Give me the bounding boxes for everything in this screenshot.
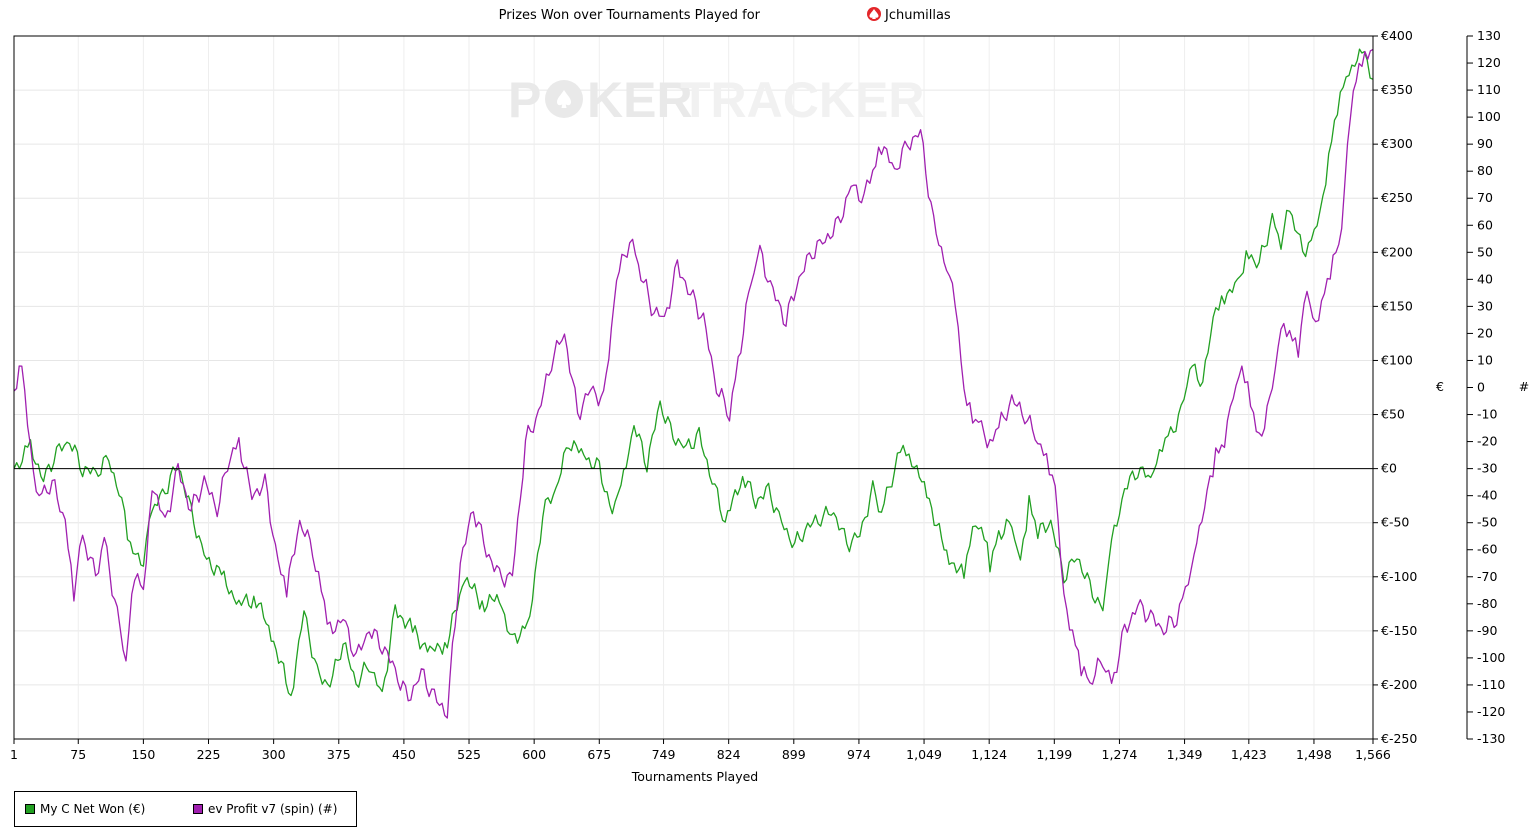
- x-tick-label: 300: [262, 747, 286, 762]
- y-right-tick-label: -60: [1477, 542, 1497, 557]
- y-left-tick-label: €50: [1381, 407, 1405, 422]
- x-tick-label: 1: [10, 747, 18, 762]
- x-tick-label: 75: [70, 747, 86, 762]
- y-right-tick-label: -70: [1477, 569, 1497, 584]
- x-tick-label: 150: [131, 747, 155, 762]
- x-tick-label: 225: [197, 747, 221, 762]
- player-name: Jchumillas: [884, 8, 951, 23]
- chart-title: Prizes Won over Tournaments Played for: [499, 8, 761, 23]
- watermark: P KER TRACKER: [508, 72, 924, 128]
- x-tick-label: 1,566: [1355, 747, 1391, 762]
- legend-swatch-purple: [193, 804, 203, 814]
- y-left-tick-label: €100: [1381, 352, 1413, 367]
- y-left-tick-label: €350: [1381, 82, 1413, 97]
- legend-item-ev-profit[interactable]: ev Profit v7 (spin) (#): [193, 802, 337, 816]
- x-tick-label: 1,124: [971, 747, 1007, 762]
- y-left-tick-label: €-50: [1381, 515, 1409, 530]
- y-right-tick-label: 120: [1477, 55, 1501, 70]
- y-right-tick-label: 20: [1477, 325, 1493, 340]
- y-left-tick-label: €150: [1381, 298, 1413, 313]
- x-axis-ticks: 1 75 150 225 300 375 450 525 600 675 749 824 899 974 1…: [10, 739, 1391, 762]
- series-layer: [13, 48, 1374, 719]
- y-right-tick-label: -10: [1477, 407, 1497, 422]
- y-right-tick-label: 70: [1477, 190, 1493, 205]
- y-right-tick-label: 40: [1477, 271, 1493, 286]
- y-right-tick-label: 80: [1477, 163, 1493, 178]
- x-tick-label: 600: [522, 747, 546, 762]
- x-tick-label: 1,199: [1036, 747, 1072, 762]
- y-right-tick-label: 90: [1477, 136, 1493, 151]
- plot-frame: [13, 35, 1374, 740]
- y-axis-left-label: €: [1436, 379, 1444, 394]
- y-left-tick-label: €400: [1381, 28, 1413, 43]
- y-right-tick-label: -120: [1477, 704, 1505, 719]
- y-left-tick-label: €250: [1381, 190, 1413, 205]
- y-right-tick-label: -90: [1477, 623, 1497, 638]
- legend: My C Net Won (€) ev Profit v7 (spin) (#): [14, 791, 357, 827]
- y-right-tick-label: 0: [1477, 380, 1485, 395]
- y-right-tick-label: -50: [1477, 515, 1497, 530]
- y-right-tick-label: 50: [1477, 244, 1493, 259]
- y-right-tick-label: 60: [1477, 217, 1493, 232]
- x-tick-label: 675: [587, 747, 611, 762]
- y-left-tick-label: €-100: [1381, 569, 1417, 584]
- x-tick-label: 525: [457, 747, 481, 762]
- x-tick-label: 974: [847, 747, 871, 762]
- y-left-tick-label: €-150: [1381, 623, 1417, 638]
- y-right-tick-label: -40: [1477, 488, 1497, 503]
- series-line-net-won: [13, 48, 1374, 697]
- legend-swatch-green: [25, 804, 35, 814]
- x-tick-label: 1,423: [1231, 747, 1267, 762]
- legend-item-net-won[interactable]: My C Net Won (€): [25, 802, 145, 816]
- y-right-tick-label: -130: [1477, 731, 1505, 746]
- watermark-strong: P: [508, 72, 541, 128]
- watermark-logo-icon: [545, 80, 583, 118]
- x-tick-label: 375: [327, 747, 351, 762]
- y-right-tick-label: -30: [1477, 461, 1497, 476]
- x-axis-label: Tournaments Played: [631, 769, 758, 784]
- y-left-tick-label: €-200: [1381, 677, 1417, 692]
- y-right-tick-label: -110: [1477, 677, 1505, 692]
- y-left-tick-label: €300: [1381, 136, 1413, 151]
- series-line-ev-profit: [13, 48, 1374, 719]
- watermark-light: TRACKER: [680, 72, 924, 128]
- x-tick-label: 1,498: [1296, 747, 1332, 762]
- legend-label: My C Net Won (€): [40, 802, 146, 816]
- y-right-tick-label: 30: [1477, 298, 1493, 313]
- x-tick-label: 1,274: [1102, 747, 1138, 762]
- x-tick-label: 1,049: [906, 747, 942, 762]
- y-right-tick-label: -80: [1477, 596, 1497, 611]
- y-left-tick-label: €0: [1381, 461, 1397, 476]
- y-left-tick-label: €200: [1381, 244, 1413, 259]
- y-axis-right-ticks: 1301201101009080706050403020100-10-20-30…: [1467, 28, 1505, 746]
- x-tick-label: 824: [717, 747, 741, 762]
- y-right-tick-label: 110: [1477, 82, 1501, 97]
- x-tick-label: 450: [392, 747, 416, 762]
- y-right-tick-label: -100: [1477, 650, 1505, 665]
- spade-icon: [867, 7, 881, 21]
- x-tick-label: 1,349: [1167, 747, 1203, 762]
- grid: [14, 35, 1373, 740]
- y-right-tick-label: 100: [1477, 109, 1501, 124]
- legend-label: ev Profit v7 (spin) (#): [208, 802, 338, 816]
- y-right-tick-label: 130: [1477, 28, 1501, 43]
- x-tick-label: 899: [782, 747, 806, 762]
- y-right-tick-label: 10: [1477, 352, 1493, 367]
- watermark-logo-letters: KER: [587, 72, 693, 128]
- y-left-tick-label: €-250: [1381, 731, 1417, 746]
- y-right-tick-label: -20: [1477, 434, 1497, 449]
- y-axis-left-ticks: €400 €350 €300 €250 €200 €150 €100 €50 €0 €-50 €-1…: [1373, 28, 1417, 746]
- x-tick-label: 749: [652, 747, 676, 762]
- y-axis-right-label: #: [1519, 379, 1529, 394]
